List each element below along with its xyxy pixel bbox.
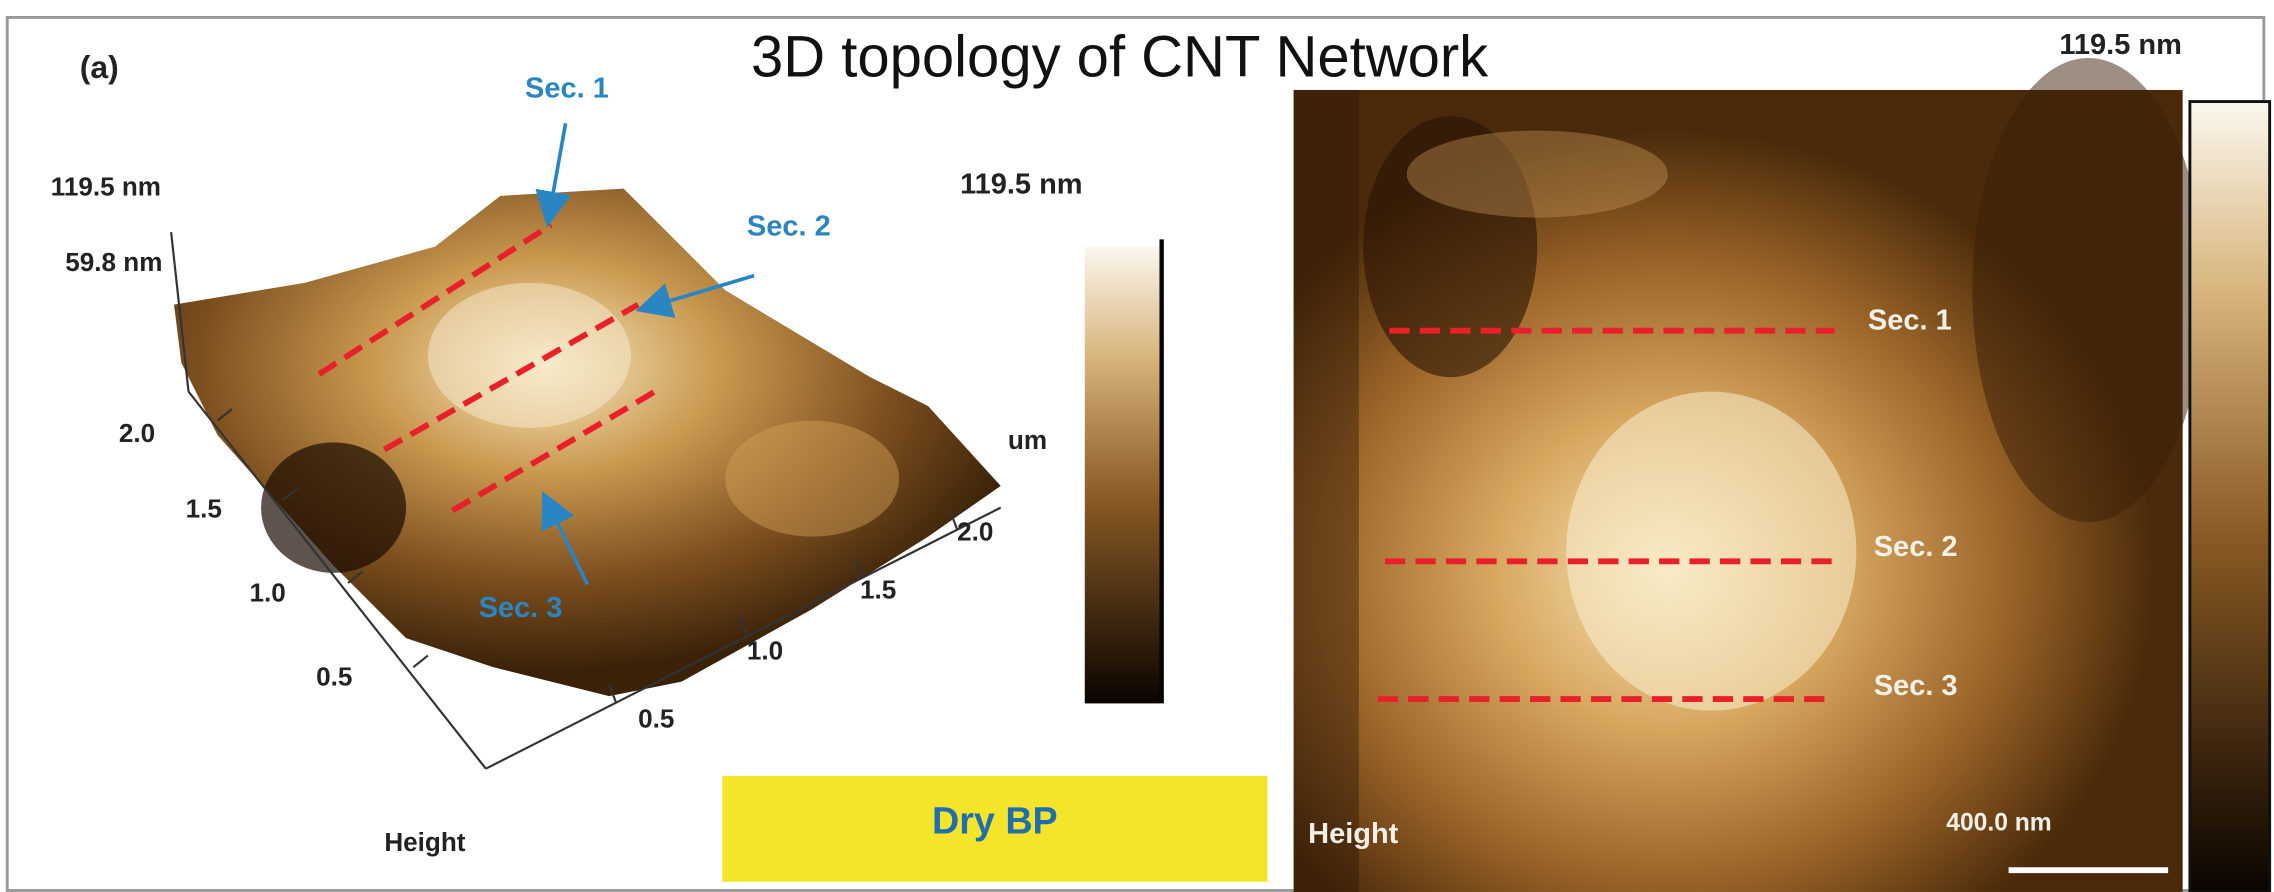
afm-image <box>1294 58 2205 892</box>
colorbar-label: 119.5 nm <box>960 168 1083 200</box>
channel-label: Height <box>384 827 465 857</box>
section-label: Sec. 2 <box>1874 531 1958 563</box>
axis-tick: 1.0 <box>249 578 285 608</box>
colorbar-label: 119.5 nm <box>2059 29 2182 61</box>
panel-label: (a) <box>80 49 119 85</box>
axis-tick: 1.5 <box>860 575 896 605</box>
surface-3d <box>174 189 1001 697</box>
figure: (a) 3D topology of CNT Network 119.5 nm … <box>0 0 2274 892</box>
section-label: Sec. 2 <box>747 210 831 242</box>
axis-tick: 0.5 <box>638 704 674 734</box>
axis-tick: 1.0 <box>747 636 783 666</box>
colorbar <box>1085 247 1160 704</box>
z-max-label: 119.5 nm <box>51 171 161 201</box>
colorbar <box>2190 102 2270 892</box>
axis-tick: 2.0 <box>119 418 155 448</box>
section-label: Sec. 3 <box>479 592 563 624</box>
axis-tick: 1.5 <box>186 493 222 523</box>
sample-label: Dry BP <box>932 800 1058 842</box>
section-label: Sec. 1 <box>525 73 609 105</box>
section-label: Sec. 1 <box>1868 305 1952 337</box>
z-mid-label: 59.8 nm <box>65 247 162 277</box>
axis-tick: 0.5 <box>316 662 352 692</box>
section-label: Sec. 3 <box>1874 670 1958 702</box>
title: 3D topology of CNT Network <box>751 24 1489 89</box>
axis-tick: 2.0 <box>957 517 993 547</box>
scale-bar-label: 400.0 nm <box>1946 809 2051 836</box>
unit-label: um <box>1008 425 1047 455</box>
channel-label: Height <box>1308 818 1399 850</box>
